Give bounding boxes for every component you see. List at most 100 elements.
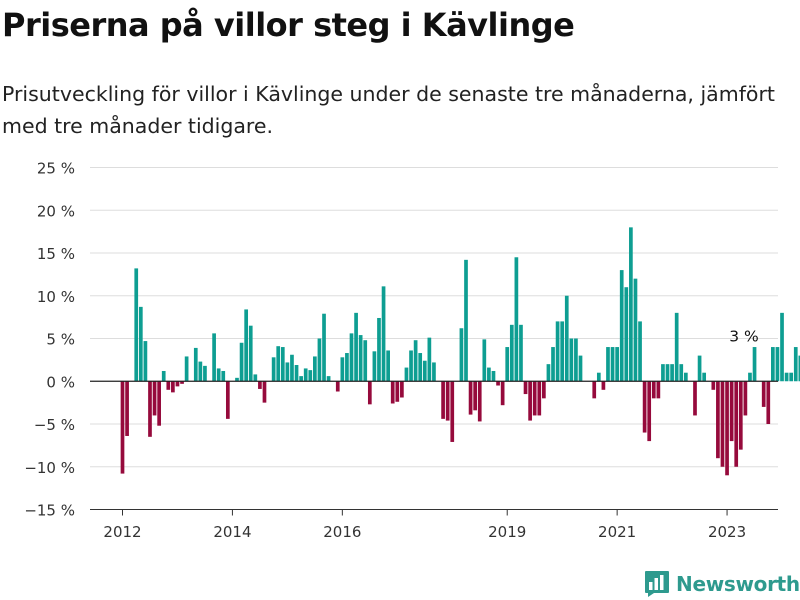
y-tick-label: 10 % bbox=[37, 288, 75, 306]
bar bbox=[555, 321, 560, 382]
bar bbox=[775, 347, 780, 382]
bar bbox=[564, 295, 569, 382]
bar bbox=[216, 368, 221, 382]
y-tick-label: 20 % bbox=[37, 202, 75, 220]
gridlines bbox=[90, 167, 778, 510]
chart-subtitle: Prisutveckling för villor i Kävlinge und… bbox=[2, 82, 775, 138]
bar bbox=[793, 347, 798, 382]
bar bbox=[633, 278, 638, 382]
bar bbox=[432, 362, 436, 382]
bar bbox=[487, 367, 491, 382]
y-tick-label: −10 % bbox=[24, 459, 75, 477]
bar bbox=[761, 381, 766, 407]
bar bbox=[409, 350, 413, 382]
bar bbox=[400, 381, 404, 398]
bar bbox=[221, 370, 226, 382]
bar bbox=[335, 381, 340, 392]
x-tick-label: 2019 bbox=[488, 523, 526, 541]
bar bbox=[239, 342, 244, 382]
bar bbox=[523, 381, 528, 395]
bar bbox=[345, 353, 349, 382]
x-tick-label: 2016 bbox=[323, 523, 361, 541]
bar bbox=[748, 372, 752, 382]
bar bbox=[716, 381, 720, 459]
brand-name: Newsworthy bbox=[676, 572, 800, 596]
bar bbox=[738, 381, 743, 450]
bar bbox=[290, 354, 294, 382]
bar bbox=[532, 381, 537, 416]
bar bbox=[354, 312, 358, 382]
bar bbox=[161, 370, 166, 382]
bar bbox=[418, 353, 423, 382]
bar bbox=[789, 372, 794, 382]
bar bbox=[624, 287, 629, 382]
bar bbox=[381, 286, 386, 382]
bar bbox=[729, 381, 734, 442]
bar bbox=[647, 381, 652, 442]
bar bbox=[143, 341, 148, 382]
bar bbox=[615, 347, 619, 382]
bar bbox=[574, 338, 578, 382]
bar bbox=[702, 372, 707, 382]
bar bbox=[326, 376, 331, 382]
bar bbox=[175, 381, 180, 387]
bar bbox=[262, 381, 267, 403]
bar bbox=[725, 381, 729, 476]
bar bbox=[157, 381, 161, 426]
y-tick-label: 5 % bbox=[46, 331, 75, 349]
bar bbox=[459, 328, 464, 382]
bar bbox=[313, 356, 317, 382]
bar bbox=[601, 381, 606, 390]
bar bbox=[491, 370, 496, 382]
x-axis-ticks: 2012201420162019202120232025 bbox=[90, 509, 778, 541]
bar bbox=[798, 355, 800, 382]
bars bbox=[120, 227, 800, 476]
bar bbox=[546, 364, 551, 382]
x-tick-label: 2023 bbox=[708, 523, 746, 541]
bar bbox=[166, 381, 171, 390]
newsworthy-logo: Newsworthy bbox=[644, 568, 800, 600]
bar bbox=[303, 368, 308, 382]
bar bbox=[404, 367, 409, 382]
x-tick-label: 2012 bbox=[103, 523, 141, 541]
bar bbox=[212, 333, 216, 382]
bar bbox=[184, 356, 189, 382]
bar bbox=[235, 377, 239, 382]
bar bbox=[780, 312, 784, 382]
bar bbox=[509, 324, 514, 382]
y-axis-ticks: −15 % −10 % −5 % 0 % 5 % 10 % 15 % 20 % 25 % bbox=[24, 160, 75, 520]
bar bbox=[464, 259, 468, 382]
bar bbox=[271, 357, 276, 382]
bar bbox=[514, 257, 519, 382]
bar bbox=[482, 339, 487, 382]
bar bbox=[560, 321, 565, 382]
newsworthy-logo-icon bbox=[645, 571, 669, 597]
bar bbox=[610, 347, 615, 382]
bar bbox=[390, 381, 395, 404]
bar bbox=[596, 372, 601, 382]
bar bbox=[606, 347, 610, 382]
bar bbox=[280, 347, 285, 382]
bar bbox=[477, 381, 482, 422]
bar bbox=[720, 381, 725, 467]
bar bbox=[642, 381, 647, 433]
y-tick-label: 15 % bbox=[37, 245, 75, 263]
bar bbox=[377, 317, 381, 382]
bar bbox=[422, 360, 427, 382]
bar bbox=[322, 313, 326, 382]
bar bbox=[180, 381, 184, 384]
bar bbox=[445, 381, 450, 421]
x-tick-label: 2014 bbox=[213, 523, 251, 541]
x-tick-label: 2021 bbox=[598, 523, 636, 541]
bar bbox=[661, 364, 665, 382]
bar bbox=[134, 268, 139, 382]
bar bbox=[651, 381, 656, 399]
bar bbox=[734, 381, 739, 467]
bar bbox=[771, 347, 775, 382]
bar bbox=[683, 372, 688, 382]
bar bbox=[674, 312, 679, 382]
bar bbox=[253, 374, 258, 382]
y-tick-label: −5 % bbox=[34, 416, 75, 434]
chart-title: Priserna på villor steg i Kävlinge bbox=[2, 6, 575, 44]
bar bbox=[363, 340, 368, 382]
